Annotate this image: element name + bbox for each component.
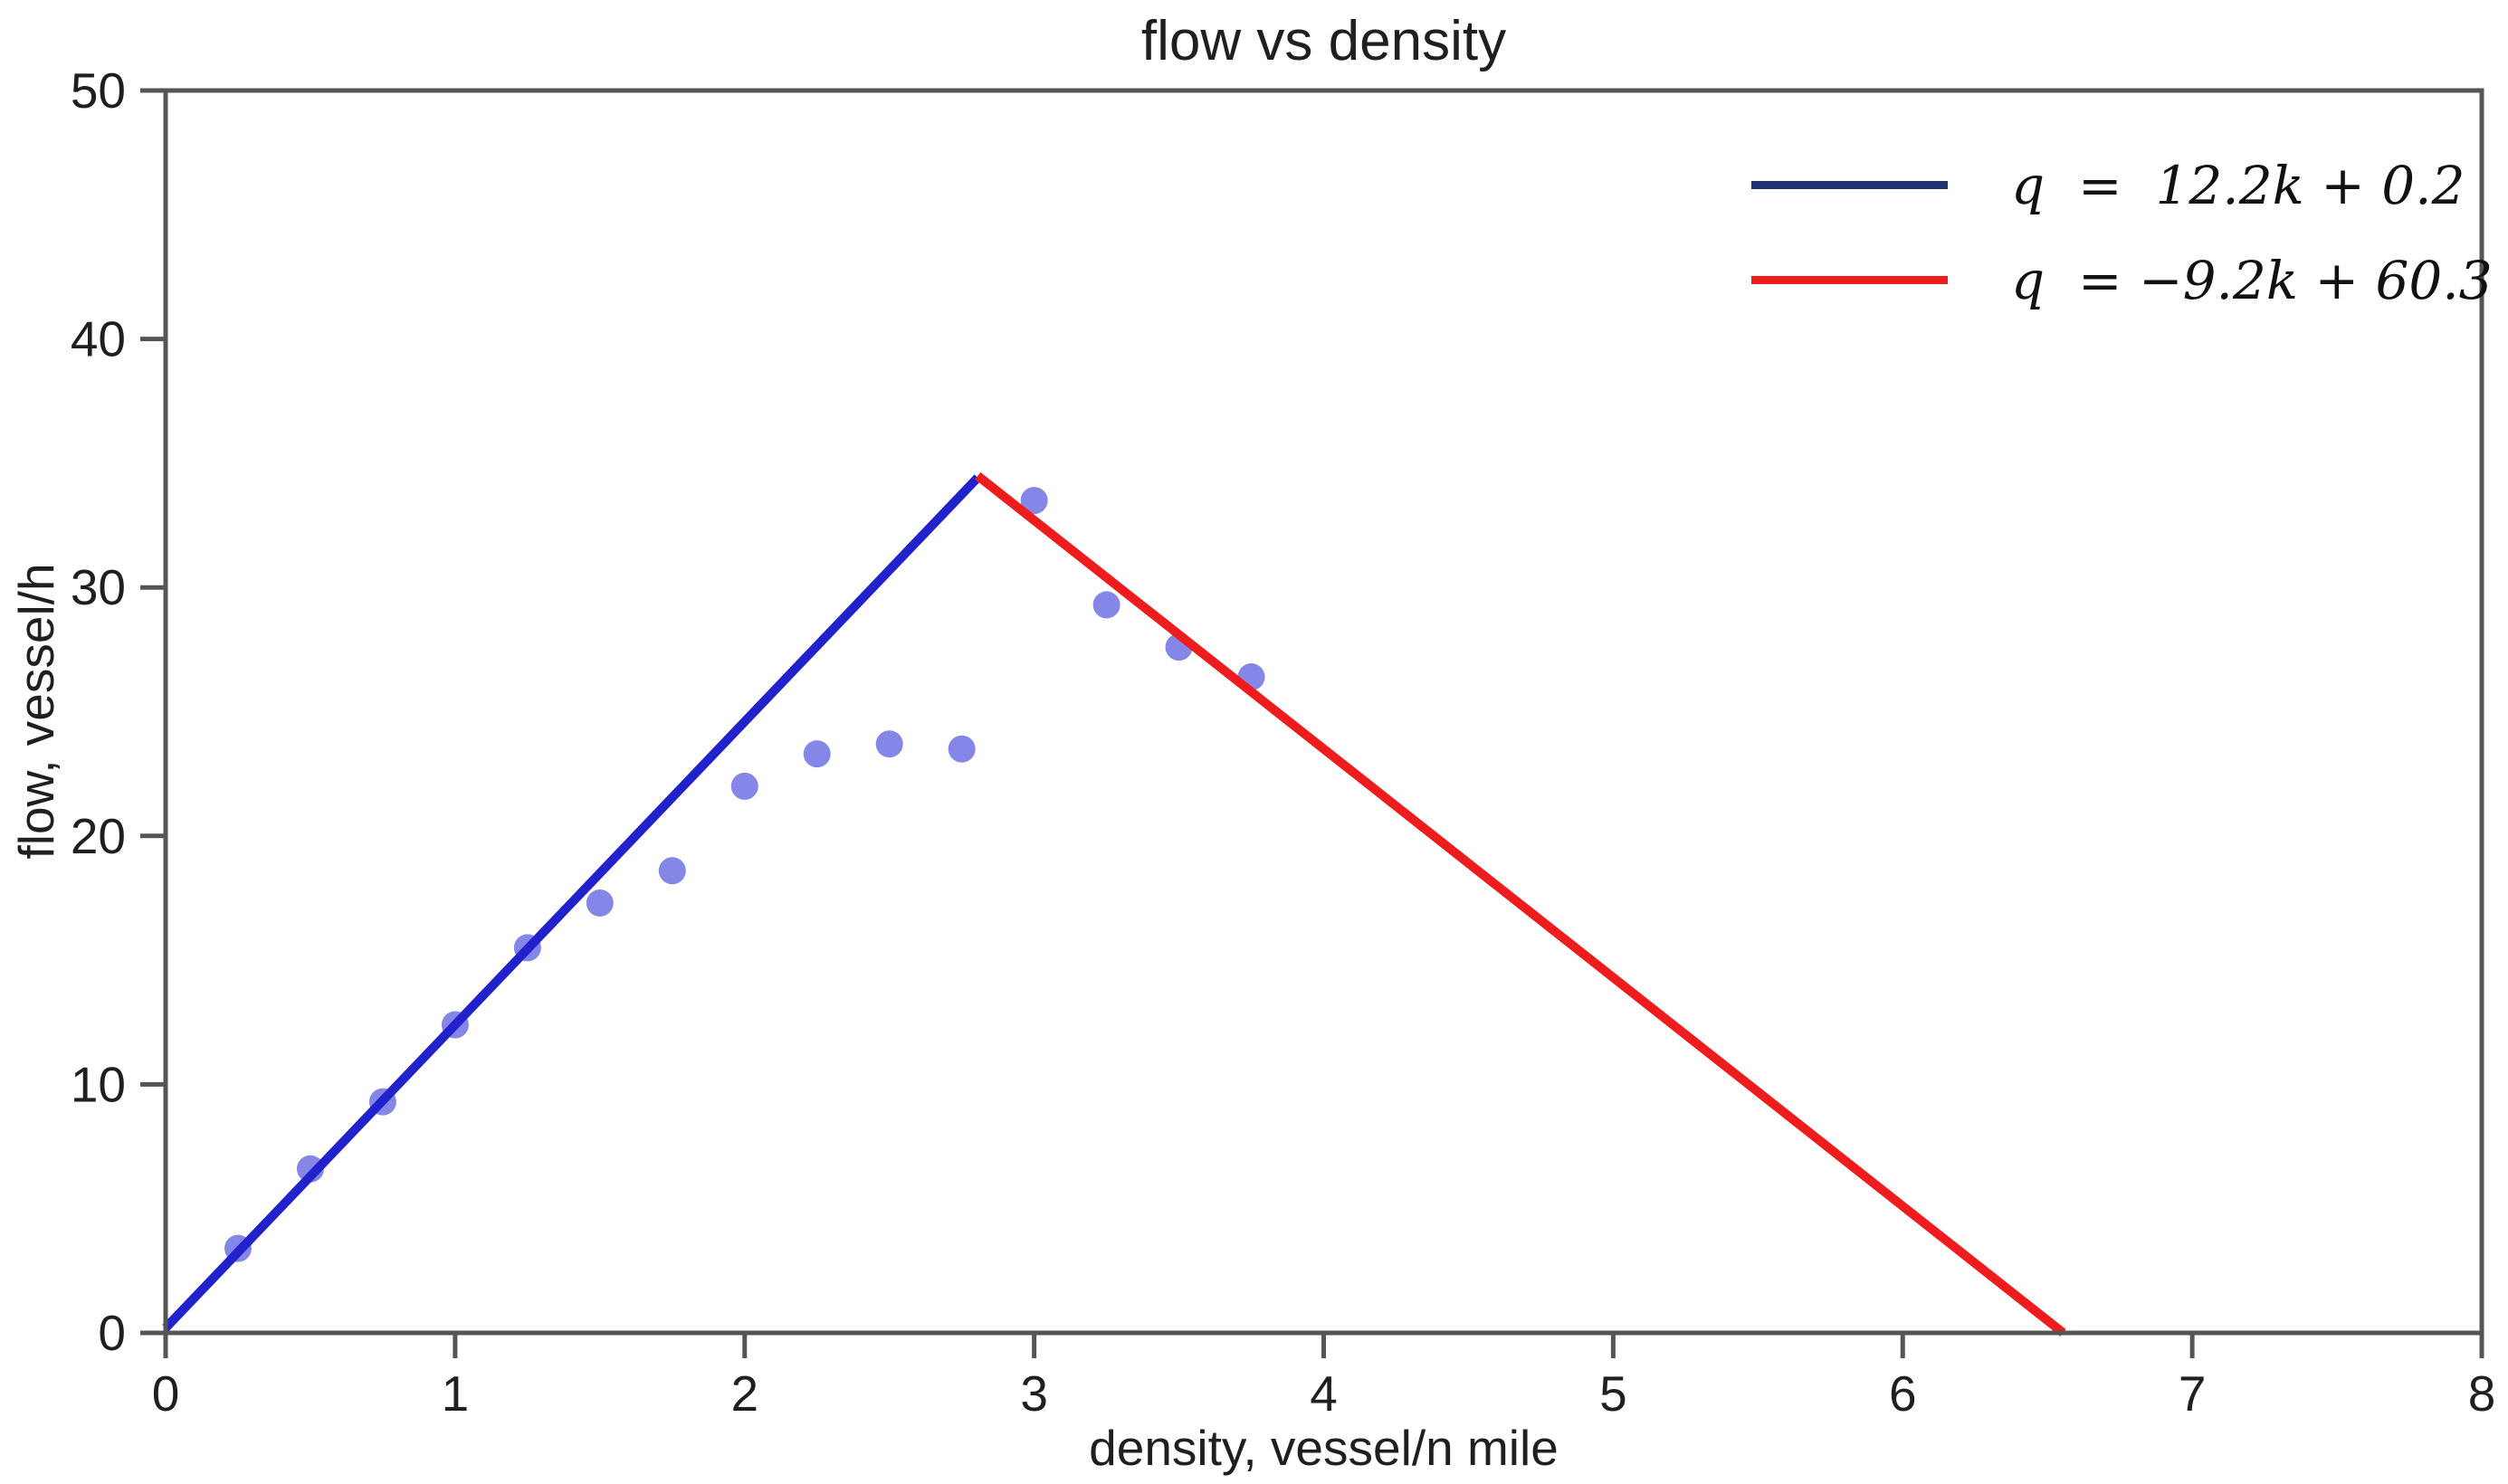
y-tick-label: 0	[98, 1305, 126, 1361]
y-tick-label: 20	[71, 808, 126, 864]
scatter-point	[586, 889, 614, 917]
x-tick-label: 3	[1020, 1365, 1048, 1422]
y-tick-label: 40	[71, 311, 126, 367]
chart-title: flow vs density	[1140, 10, 1507, 72]
scatter-point	[803, 740, 831, 768]
legend-label-rising-fit: q = 12.2k + 0.2	[2011, 154, 2465, 216]
x-tick-label: 6	[1889, 1365, 1917, 1422]
x-tick-label: 4	[1310, 1365, 1338, 1422]
scatter-point	[730, 772, 758, 800]
y-axis-label: flow, vessel/h	[8, 563, 64, 860]
scatter-point	[875, 730, 903, 758]
x-tick-label: 1	[442, 1365, 470, 1422]
scatter-point	[1020, 487, 1048, 515]
fit-line-rising-fit	[162, 474, 981, 1331]
y-tick-label: 50	[71, 62, 126, 119]
y-tick-label: 10	[71, 1056, 126, 1112]
legend-line-swatch-red	[1751, 276, 1948, 284]
x-axis-label: density, vessel/n mile	[1089, 1420, 1559, 1476]
fit-line-falling-fit	[975, 471, 2066, 1337]
legend-line-swatch-blue	[1751, 181, 1948, 189]
legend-label-falling-fit: q = −9.2k + 60.3	[2011, 249, 2493, 311]
y-tick-label: 30	[71, 559, 126, 615]
scatter-point	[1092, 591, 1120, 619]
x-tick-label: 0	[152, 1365, 180, 1422]
x-tick-label: 2	[730, 1365, 758, 1422]
legend-entry-falling-fit: q = −9.2k + 60.3	[1751, 233, 2493, 328]
scatter-point	[948, 735, 976, 763]
x-tick-label: 8	[2468, 1365, 2496, 1422]
x-tick-label: 5	[1599, 1365, 1627, 1422]
legend-entry-rising-fit: q = 12.2k + 0.2	[1751, 138, 2493, 233]
x-tick-label: 7	[2179, 1365, 2207, 1422]
scatter-point	[658, 857, 686, 885]
legend: q = 12.2k + 0.2 q = −9.2k + 60.3	[1751, 138, 2493, 328]
